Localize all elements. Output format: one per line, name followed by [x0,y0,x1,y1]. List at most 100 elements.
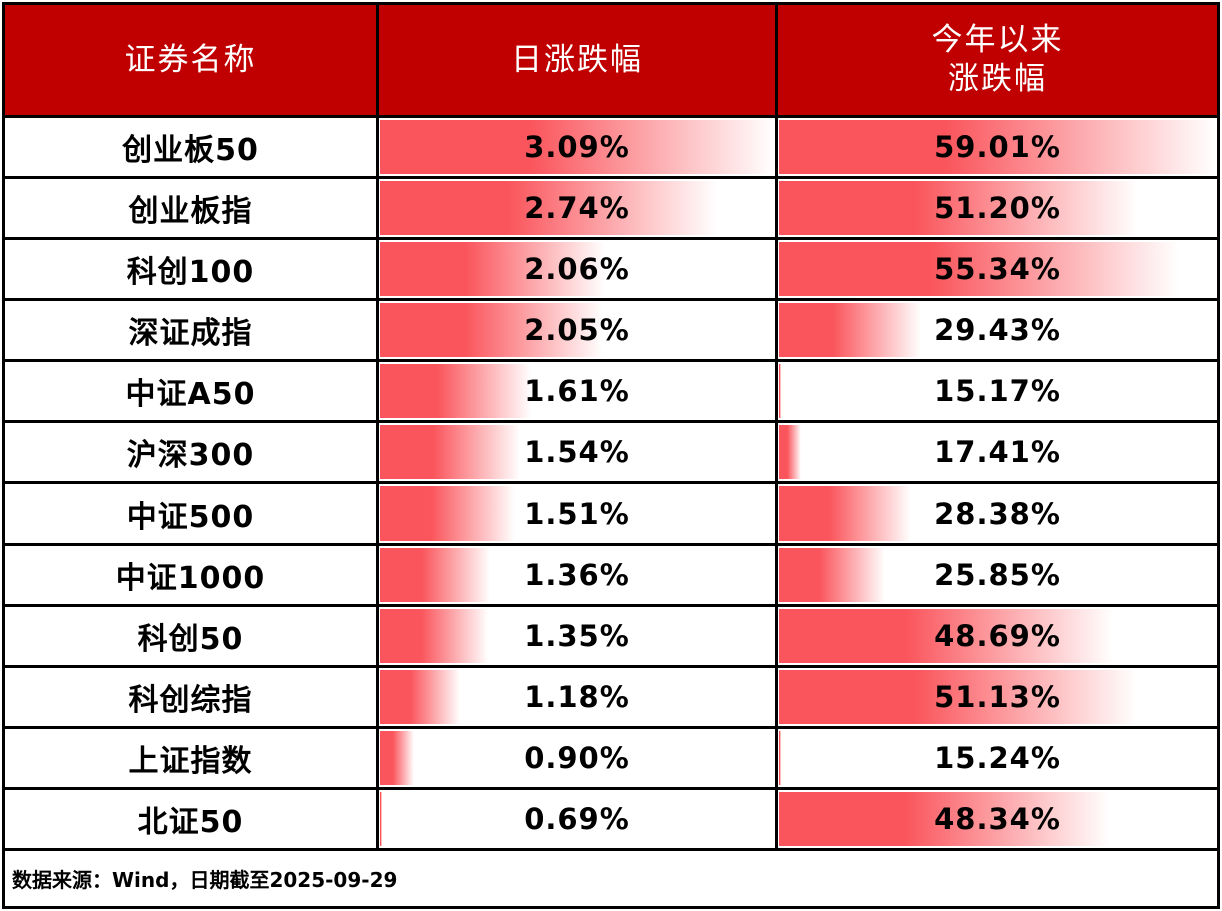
daily-change-cell: 1.35% [379,606,775,665]
source-note-row: 数据来源：Wind，日期截至2025-09-29 [5,850,1217,906]
index-name-cell: 科创50 [5,606,376,665]
ytd-change-cell: 15.17% [778,362,1217,421]
index-name-cell: 沪深300 [5,423,376,482]
ytd-change-databar [779,608,1114,663]
ytd-change-cell: 55.34% [778,240,1217,299]
daily-change-cell: 0.69% [379,789,775,848]
ytd-change-value: 15.17% [934,374,1061,409]
daily-change-value: 1.61% [524,374,630,409]
ytd-change-value: 48.34% [934,801,1061,836]
daily-change-cell: 2.05% [379,301,775,360]
daily-change-value: 2.05% [524,313,630,348]
index-name: 科创综指 [128,682,253,718]
ytd-change-databar [779,303,922,358]
index-name-cell: 上证指数 [5,728,376,787]
index-name-cell: 北证50 [5,789,376,848]
daily-change-value: 1.36% [524,557,630,592]
index-name-cell: 创业板50 [5,118,376,177]
daily-change-value: 1.54% [524,435,630,470]
daily-change-databar [380,669,461,724]
ytd-change-cell: 15.24% [778,728,1217,787]
header-ytd-change-label-line2: 涨跌幅 [948,61,1047,97]
daily-change-databar [380,730,415,785]
daily-change-databar [380,425,520,480]
index-name: 中证500 [126,499,255,535]
header-daily-change: 日涨跌幅 [379,5,775,115]
daily-change-value: 1.51% [524,496,630,531]
ytd-change-value: 51.20% [934,191,1061,226]
daily-change-cell: 1.61% [379,362,775,421]
daily-change-value: 0.90% [524,740,630,775]
index-name: 科创100 [126,255,255,291]
ytd-change-databar [779,730,782,785]
daily-change-cell: 1.54% [379,423,775,482]
daily-change-value: 2.74% [524,191,630,226]
header-daily-change-label: 日涨跌幅 [511,41,643,78]
ytd-change-databar [779,425,802,480]
daily-change-databar [380,547,490,602]
daily-change-value: 0.69% [524,801,630,836]
ytd-change-value: 25.85% [934,557,1061,592]
ytd-change-cell: 51.20% [778,179,1217,238]
ytd-change-cell: 28.38% [778,484,1217,543]
daily-change-value: 1.18% [524,679,630,714]
ytd-change-databar [779,120,1216,175]
ytd-change-databar [779,486,911,541]
daily-change-value: 2.06% [524,252,630,287]
ytd-change-value: 29.43% [934,313,1061,348]
header-ytd-change: 今年以来 涨跌幅 [778,5,1217,115]
daily-change-databar [380,486,515,541]
source-note-text: 数据来源：Wind，日期截至2025-09-29 [12,867,398,892]
ytd-change-cell: 29.43% [778,301,1217,360]
index-name-cell: 中证500 [5,484,376,543]
daily-change-cell: 2.06% [379,240,775,299]
ytd-change-value: 17.41% [934,435,1061,470]
index-name-cell: 深证成指 [5,301,376,360]
ytd-change-databar [779,669,1138,724]
ytd-change-databar [779,181,1139,236]
daily-change-cell: 2.74% [379,179,775,238]
daily-change-cell: 1.36% [379,545,775,604]
daily-change-databar [380,303,604,358]
index-name: 中证1000 [115,560,266,596]
index-name: 深证成指 [128,316,253,352]
ytd-change-databar [779,791,1110,846]
daily-change-value: 3.09% [524,130,630,165]
ytd-change-value: 51.13% [934,679,1061,714]
daily-change-databar [380,242,605,297]
daily-change-cell: 0.90% [379,728,775,787]
index-name: 沪深300 [126,438,255,474]
table-grid: 证券名称 日涨跌幅 今年以来 涨跌幅 创业板50 3.09% 59.01% 创业… [5,5,1217,906]
index-name: 创业板指 [128,194,253,230]
index-name-cell: 科创100 [5,240,376,299]
index-name: 科创50 [137,621,244,657]
index-name: 北证50 [137,804,244,840]
ytd-change-databar [779,547,886,602]
ytd-change-value: 48.69% [934,618,1061,653]
ytd-change-databar [779,364,782,419]
header-ytd-change-label-line1: 今年以来 [931,22,1064,59]
ytd-change-value: 15.24% [934,740,1061,775]
index-name-cell: 中证A50 [5,362,376,421]
ytd-change-value: 55.34% [934,252,1061,287]
daily-change-databar [380,364,532,419]
daily-change-value: 1.35% [524,618,630,653]
index-name: 中证A50 [125,377,256,413]
ytd-change-value: 28.38% [934,496,1061,531]
ytd-change-databar [779,242,1180,297]
header-security-name-label: 证券名称 [124,41,257,78]
daily-change-databar [380,791,382,846]
ytd-change-cell: 17.41% [778,423,1217,482]
index-name: 创业板50 [122,133,259,169]
ytd-change-cell: 59.01% [778,118,1217,177]
ytd-change-cell: 25.85% [778,545,1217,604]
ytd-change-value: 59.01% [934,130,1061,165]
index-name-cell: 中证1000 [5,545,376,604]
ytd-change-cell: 51.13% [778,667,1217,726]
ytd-change-cell: 48.34% [778,789,1217,848]
daily-change-databar [380,608,489,663]
index-name-cell: 创业板指 [5,179,376,238]
daily-change-databar [380,181,717,236]
daily-change-cell: 1.18% [379,667,775,726]
